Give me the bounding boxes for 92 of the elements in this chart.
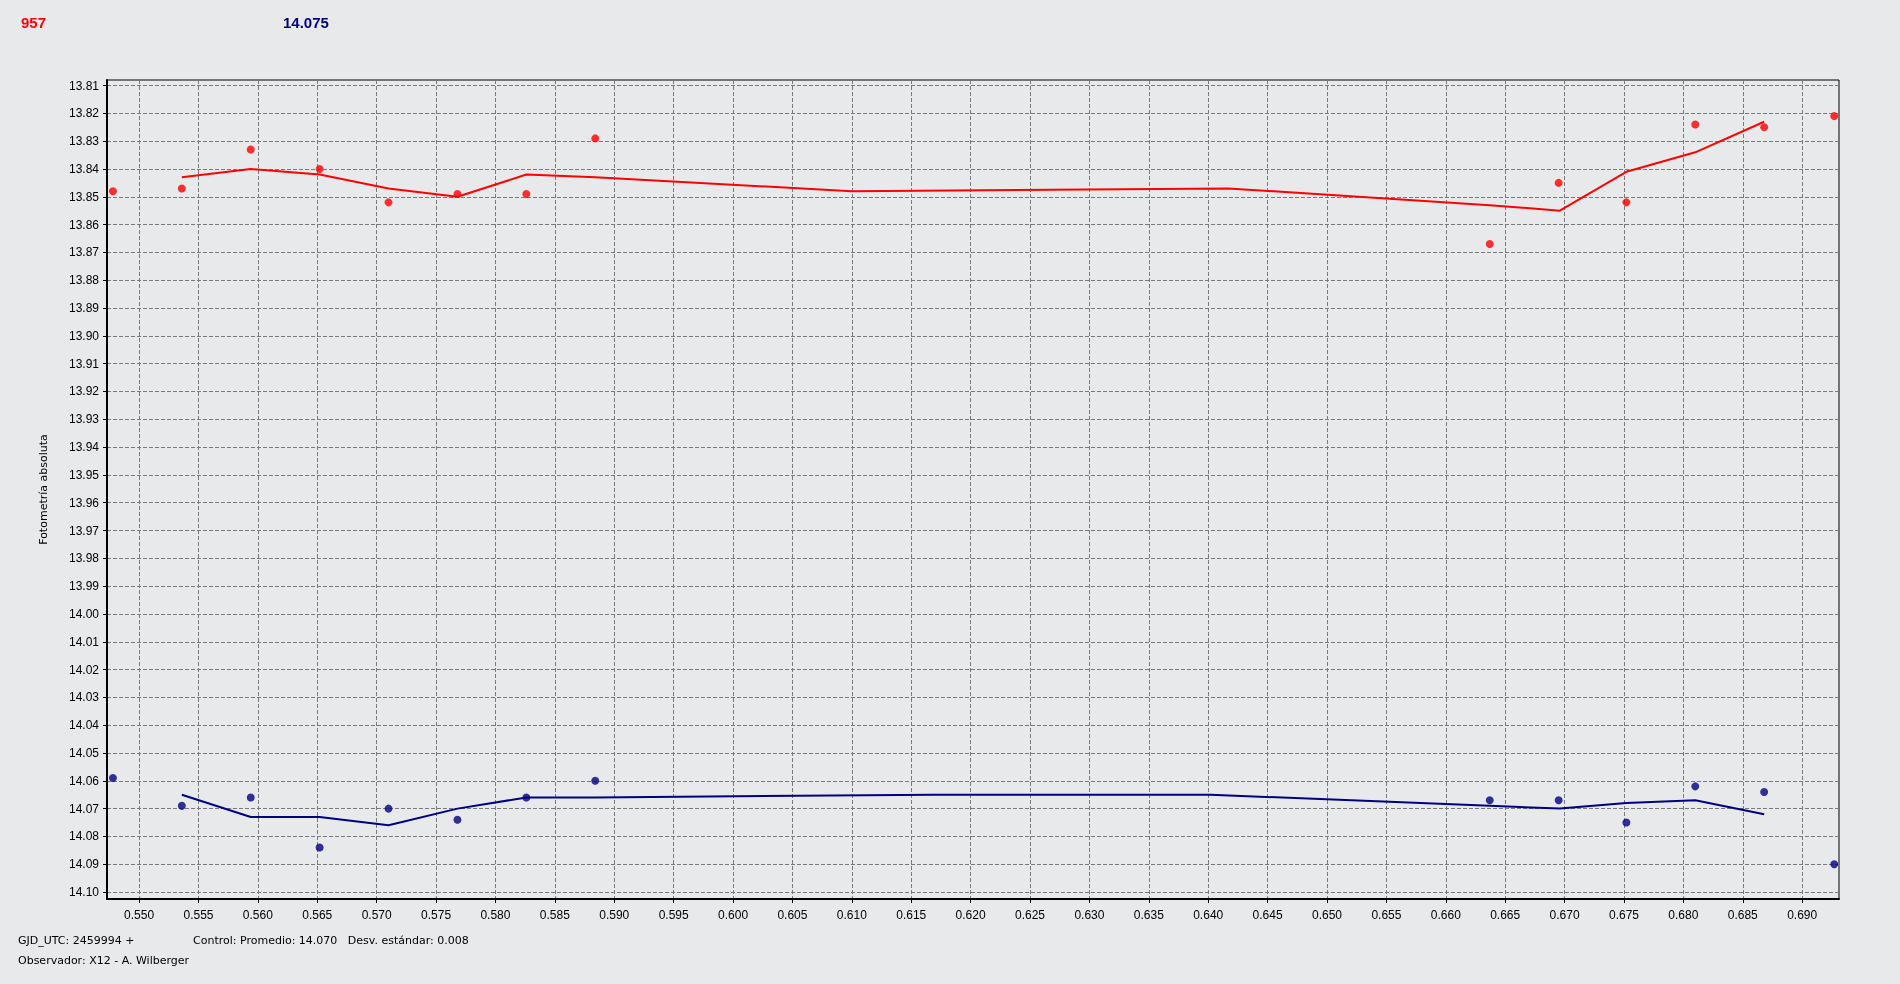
y-tick-label: 14.05 <box>68 746 100 760</box>
point <box>1760 787 1769 796</box>
x-tick-label: 0.670 <box>1549 908 1580 922</box>
point <box>1830 860 1839 869</box>
y-tick-label: 13.89 <box>68 301 100 316</box>
y-tick-label: 13.93 <box>68 412 100 427</box>
x-tick-label: 0.580 <box>480 908 511 922</box>
point <box>1691 782 1700 791</box>
point <box>108 187 117 196</box>
y-tick-label: 13.83 <box>68 134 100 149</box>
point <box>1830 112 1839 121</box>
x-tick-label: 0.560 <box>242 908 274 922</box>
point <box>108 774 117 783</box>
y-tick-label: 13.84 <box>68 161 100 176</box>
point <box>591 776 600 785</box>
y-tick-label: 13.85 <box>68 189 100 204</box>
x-tick-label: 0.590 <box>599 908 630 922</box>
point <box>522 190 531 199</box>
x-tick-label: 0.640 <box>1193 908 1224 922</box>
y-tick-label: 14.10 <box>68 885 100 900</box>
line-series <box>180 793 1766 827</box>
y-tick-label: 13.82 <box>68 106 100 121</box>
point <box>453 815 462 824</box>
y-tick-label: 14.08 <box>68 829 100 844</box>
y-tick-label: 14.09 <box>68 857 100 872</box>
y-tick-label: 14.06 <box>68 773 100 788</box>
y-tick-label: 14.04 <box>68 718 100 733</box>
x-tick-label: 0.680 <box>1668 908 1699 922</box>
y-tick-label: 14.02 <box>68 662 100 677</box>
point <box>591 134 600 143</box>
y-tick-label: 13.87 <box>68 245 100 260</box>
y-tick-label: 13.90 <box>68 328 100 343</box>
text: Control: Promedio: 14.070 Desv. estándar: 0.008 <box>193 934 469 947</box>
x-tick-label: 0.645 <box>1252 908 1283 922</box>
point <box>384 804 393 813</box>
x-tick-label: 0.565 <box>302 908 333 922</box>
x-tick-label: 0.610 <box>836 908 868 922</box>
y-axis-title: Fotometría absoluta <box>37 434 50 545</box>
x-tick-label: 0.570 <box>361 908 392 922</box>
y-tick-label: 13.81 <box>68 78 100 93</box>
x-tick-label: 0.555 <box>183 908 214 922</box>
x-tick-label: 0.685 <box>1727 908 1759 922</box>
y-tick-label: 13.94 <box>68 440 100 455</box>
point <box>1485 240 1494 249</box>
x-tick-label: 0.600 <box>718 908 749 922</box>
x-tick-label: 0.665 <box>1490 908 1521 922</box>
x-tick-label: 0.550 <box>124 908 155 922</box>
point <box>1554 178 1563 187</box>
y-tick-label: 13.86 <box>68 217 100 232</box>
x-tick-label: 0.675 <box>1608 908 1640 922</box>
x-tick-label: 0.690 <box>1787 908 1818 922</box>
x-tick-label: 0.635 <box>1133 908 1165 922</box>
x-tick-label: 0.595 <box>658 908 689 922</box>
y-tick-label: 13.98 <box>68 551 100 566</box>
point <box>1622 198 1631 207</box>
text: GJD_UTC: 2459994 + <box>18 934 135 947</box>
y-tick-label: 13.92 <box>68 384 100 399</box>
x-tick-label: 0.615 <box>896 908 927 922</box>
y-tick-label: 14.07 <box>68 801 100 816</box>
point <box>246 145 255 154</box>
x-tick-label: 0.630 <box>1074 908 1105 922</box>
y-tick-label: 13.96 <box>68 495 100 510</box>
x-tick-label: 0.655 <box>1371 908 1402 922</box>
point <box>315 164 324 173</box>
point <box>384 198 393 207</box>
x-tick-label: 0.620 <box>955 908 986 922</box>
y-tick-label: 14.03 <box>68 690 100 705</box>
x-tick-label: 0.575 <box>421 908 452 922</box>
point <box>177 184 186 193</box>
point <box>177 801 186 810</box>
point <box>315 843 324 852</box>
x-tick-label: 0.660 <box>1430 908 1462 922</box>
point <box>246 793 255 802</box>
chart-title: 957 <box>21 14 47 31</box>
point <box>1485 796 1494 805</box>
point <box>1554 796 1563 805</box>
y-tick-label: 14.01 <box>68 634 100 649</box>
text: Observador: X12 - A. Wilberger <box>18 954 190 967</box>
x-tick-label: 0.605 <box>777 908 808 922</box>
y-tick-label: 13.97 <box>68 523 100 538</box>
point <box>1622 818 1631 827</box>
y-tick-label: 13.91 <box>68 356 100 371</box>
y-tick-label: 14.00 <box>68 606 100 621</box>
point <box>1691 120 1700 129</box>
x-tick-label: 0.625 <box>1015 908 1046 922</box>
chart-subtitle: 14.075 <box>283 14 329 31</box>
point <box>1760 123 1769 132</box>
x-tick-label: 0.585 <box>539 908 571 922</box>
y-tick-label: 13.99 <box>68 579 100 594</box>
x-tick-label: 0.650 <box>1311 908 1343 922</box>
y-tick-label: 13.95 <box>68 467 100 482</box>
y-tick-label: 13.88 <box>68 273 100 288</box>
